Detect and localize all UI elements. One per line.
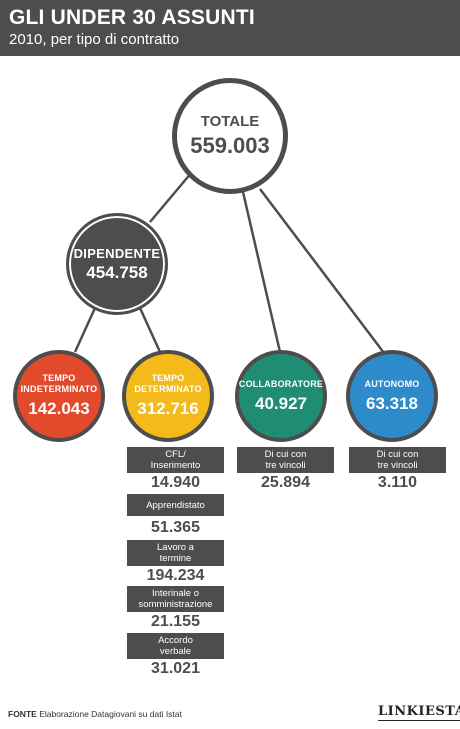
page-title: GLI UNDER 30 ASSUNTI (9, 6, 255, 29)
autonomo-breakdown-value: 3.110 (377, 474, 418, 491)
node-totale: TOTALE 559.003 (172, 78, 288, 194)
breakdown-label-accordo-verbale: Accordo verbale (127, 633, 224, 659)
collaboratore-breakdown-value: 25.894 (261, 474, 310, 491)
linkiesta-logo: LINKIESTA (378, 704, 460, 721)
breakdown-label-cfl: CFL/ Inserimento (127, 447, 224, 473)
node-autonomo-label: AUTONOMO (364, 378, 420, 389)
breakdown-value-apprendistato: 51.365 (151, 519, 200, 536)
header-banner: GLI UNDER 30 ASSUNTI 2010, per tipo di c… (0, 0, 460, 56)
node-autonomo: AUTONOMO 63.318 (346, 350, 438, 442)
line-total-collaboratore (241, 191, 282, 353)
line-total-autonomo (259, 188, 385, 354)
node-dipendente: DIPENDENTE 454.758 (66, 213, 168, 315)
line-total-dipendente (149, 171, 193, 223)
node-indeterminato-label: TEMPO INDETERMINATO (20, 373, 98, 394)
node-indeterminato-value: 142.043 (28, 399, 90, 418)
node-totale-value: 559.003 (190, 133, 270, 158)
collaboratore-breakdown-label: Di cui con tre vincoli (237, 447, 334, 473)
node-collaboratore-value: 40.927 (255, 393, 307, 413)
node-dipendente-label: DIPENDENTE (73, 245, 161, 261)
breakdown-label-lavoro-termine: Lavoro a termine (127, 540, 224, 566)
node-autonomo-value: 63.318 (366, 393, 418, 413)
node-collaboratore: COLLABORATORE 40.927 (235, 350, 327, 442)
node-collaboratore-label: COLLABORATORE (238, 378, 324, 389)
node-totale-label: TOTALE (200, 113, 260, 130)
page-subtitle: 2010, per tipo di contratto (9, 31, 180, 48)
breakdown-value-lavoro-termine: 194.234 (146, 567, 205, 584)
autonomo-breakdown-label: Di cui con tre vincoli (349, 447, 446, 473)
source-label: FONTE (8, 709, 37, 719)
node-determinato-label: TEMPO DETERMINATO (134, 373, 202, 394)
breakdown-label-interinale: Interinale o somministrazione (127, 586, 224, 612)
line-dipendente-indeterminato (73, 307, 97, 353)
line-dipendente-determinato (138, 307, 162, 353)
breakdown-value-cfl: 14.940 (151, 474, 200, 491)
breakdown-value-interinale: 21.155 (151, 613, 200, 630)
source-text: Elaborazione Datagiovani su dati Istat (39, 709, 182, 719)
breakdown-value-accordo-verbale: 31.021 (151, 660, 200, 677)
node-tempo-determinato: TEMPO DETERMINATO 312.716 (122, 350, 214, 442)
breakdown-label-apprendistato: Apprendistato (127, 494, 224, 516)
node-determinato-value: 312.716 (137, 399, 199, 418)
node-tempo-indeterminato: TEMPO INDETERMINATO 142.043 (13, 350, 105, 442)
node-dipendente-value: 454.758 (86, 262, 148, 282)
source-note: FONTE Elaborazione Datagiovani su dati I… (8, 709, 182, 719)
